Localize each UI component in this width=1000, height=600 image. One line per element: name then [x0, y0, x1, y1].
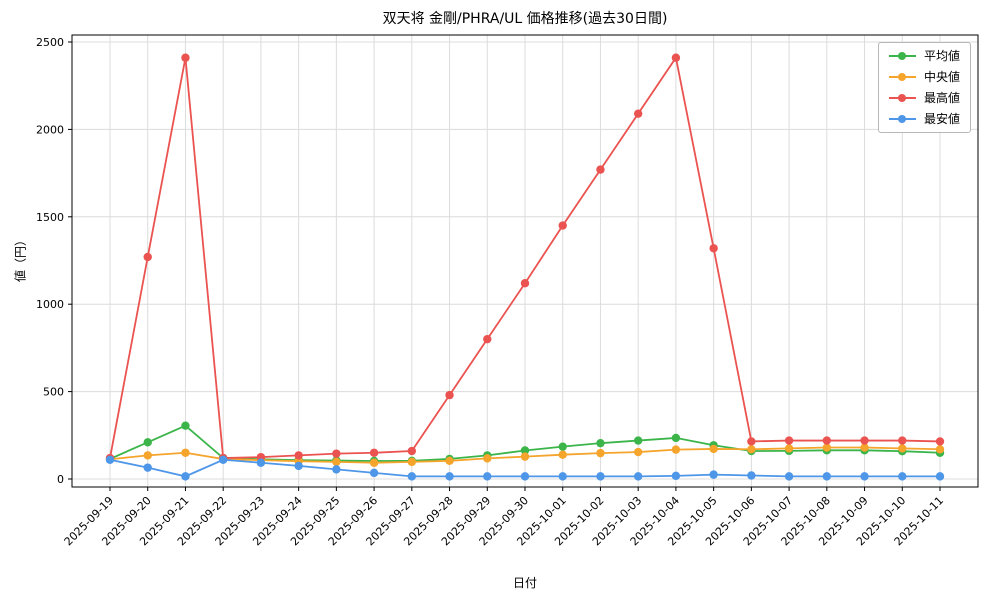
- data-point-min: [596, 472, 605, 481]
- data-point-median: [181, 448, 190, 457]
- chart-title: 双天将 金剛/PHRA/UL 価格推移(過去30日間): [382, 11, 668, 27]
- data-point-max: [747, 437, 756, 446]
- data-point-min: [898, 472, 907, 481]
- data-point-max: [294, 451, 303, 460]
- plot-border: [71, 34, 979, 488]
- legend-item-median: 中央値: [888, 70, 960, 84]
- legend-item-average: 平均値: [888, 49, 960, 63]
- legend-label-max: 最高値: [923, 91, 960, 105]
- data-point-median: [935, 445, 945, 454]
- data-point-min: [256, 458, 266, 467]
- data-point-min: [935, 472, 945, 481]
- legend-label-average: 平均値: [923, 49, 960, 63]
- data-point-median: [369, 458, 379, 467]
- y-tick-label: 0: [57, 473, 64, 486]
- data-point-max: [671, 53, 681, 62]
- data-point-median: [747, 445, 756, 454]
- data-point-average: [520, 446, 530, 455]
- data-point-max: [596, 165, 605, 174]
- data-point-median: [633, 447, 643, 457]
- data-point-median: [445, 456, 454, 466]
- data-point-median: [143, 451, 152, 460]
- data-point-min: [671, 471, 681, 481]
- data-point-max: [860, 436, 869, 445]
- data-point-max: [633, 109, 643, 118]
- data-point-average: [181, 421, 190, 430]
- data-point-median: [671, 445, 681, 454]
- data-point-max: [143, 252, 152, 262]
- x-axis-label: 日付: [512, 576, 537, 590]
- legend-swatch-min-icon: [888, 114, 916, 124]
- y-tick-label: 500: [43, 386, 64, 399]
- data-point-max: [369, 448, 379, 457]
- data-point-max: [558, 221, 567, 230]
- data-point-max: [898, 436, 907, 445]
- data-point-max: [181, 53, 190, 62]
- data-point-median: [822, 443, 832, 452]
- data-point-min: [784, 472, 794, 481]
- data-point-min: [445, 472, 454, 481]
- data-point-min: [294, 461, 303, 471]
- data-point-max: [935, 437, 945, 446]
- legend-swatch-median-icon: [888, 72, 916, 82]
- y-tick-label: 2500: [36, 36, 64, 49]
- data-point-min: [483, 472, 492, 481]
- legend-item-min: 最安値: [888, 112, 960, 126]
- legend-label-min: 最安値: [923, 112, 960, 126]
- data-point-median: [520, 452, 530, 461]
- data-point-max: [332, 449, 341, 458]
- data-point-average: [596, 438, 605, 448]
- y-tick-label: 1500: [36, 211, 64, 224]
- data-point-median: [784, 444, 794, 453]
- data-point-average: [633, 436, 643, 445]
- data-point-min: [747, 471, 756, 480]
- y-tick-label: 1000: [36, 298, 64, 311]
- data-point-min: [520, 472, 530, 481]
- data-point-median: [407, 457, 417, 467]
- data-point-max: [445, 390, 454, 400]
- data-point-average: [143, 438, 152, 447]
- legend: 平均値 中央値 最高値 最安値: [877, 42, 971, 133]
- data-point-average: [671, 433, 681, 443]
- data-point-min: [407, 472, 417, 481]
- data-point-median: [709, 444, 718, 454]
- data-point-max: [407, 446, 417, 456]
- data-point-min: [332, 465, 341, 474]
- data-point-median: [332, 457, 341, 467]
- data-point-median: [898, 444, 907, 453]
- data-point-min: [633, 472, 643, 481]
- legend-swatch-max-icon: [888, 93, 916, 103]
- data-point-min: [181, 472, 190, 481]
- legend-item-max: 最高値: [888, 91, 960, 105]
- data-point-min: [369, 468, 379, 478]
- legend-label-median: 中央値: [923, 70, 960, 84]
- data-point-median: [860, 443, 869, 452]
- legend-swatch-average-icon: [888, 51, 916, 61]
- data-point-min: [143, 463, 152, 472]
- data-point-max: [709, 244, 718, 253]
- y-tick-label: 2000: [36, 123, 64, 136]
- data-point-average: [558, 442, 567, 451]
- data-point-max: [520, 279, 530, 288]
- data-point-min: [105, 455, 115, 464]
- data-point-max: [784, 436, 794, 445]
- data-point-min: [822, 472, 832, 481]
- data-point-median: [596, 448, 605, 458]
- data-point-median: [483, 454, 492, 463]
- data-point-max: [822, 436, 832, 445]
- data-point-min: [709, 470, 718, 479]
- data-point-min: [218, 455, 228, 464]
- data-point-min: [860, 472, 869, 481]
- data-point-max: [483, 334, 492, 344]
- data-point-median: [558, 450, 567, 459]
- data-point-min: [558, 472, 567, 481]
